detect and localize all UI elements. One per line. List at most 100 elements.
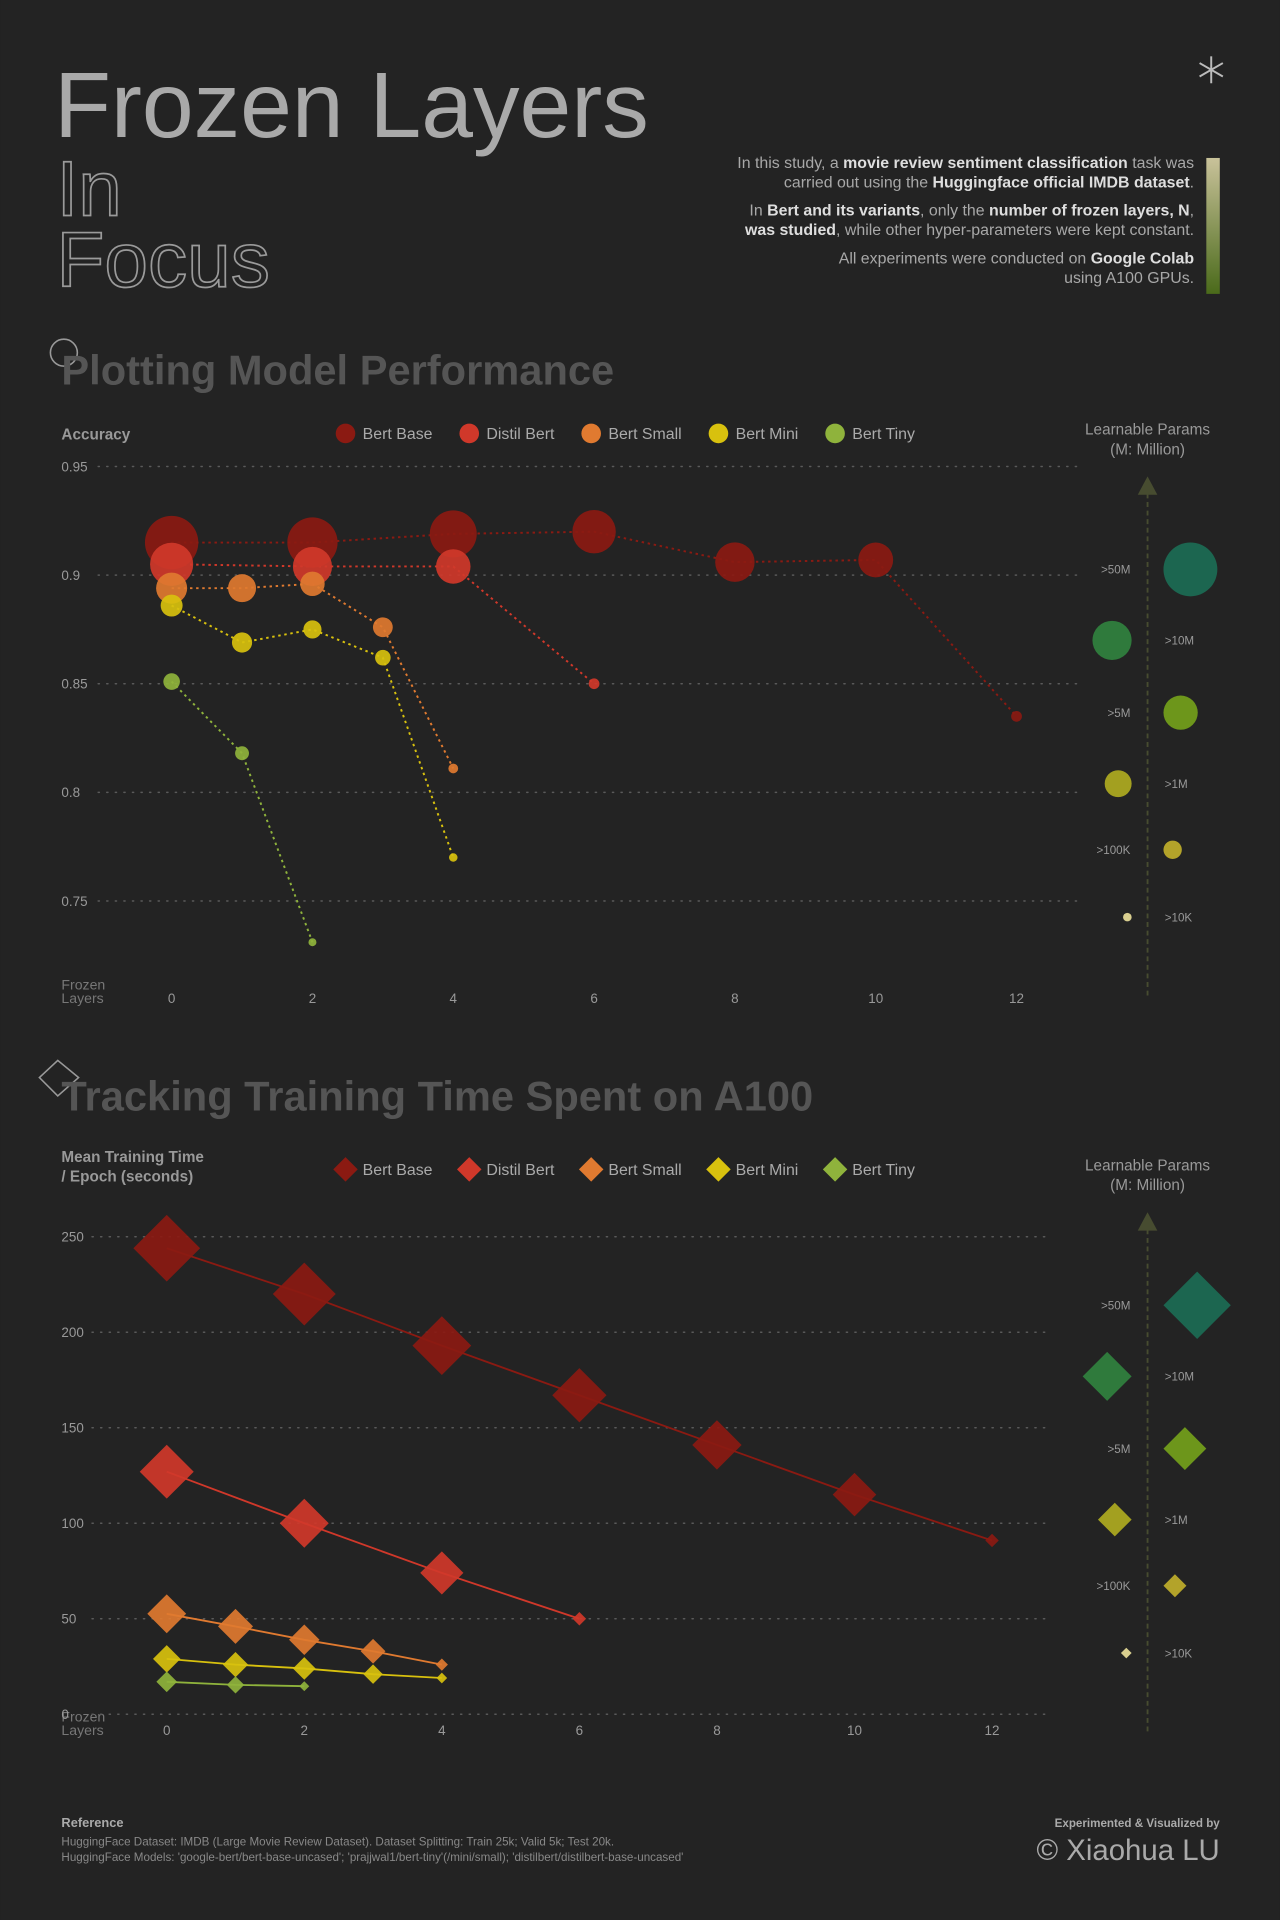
data-point — [139, 1444, 194, 1499]
section-icon — [49, 338, 79, 367]
size-legend-label: >5M — [1107, 1443, 1130, 1456]
description-run: Bert and its variants — [767, 203, 920, 220]
data-point — [272, 1262, 336, 1326]
size-legend-label: >1M — [1165, 778, 1188, 791]
size-legend-label: >10M — [1165, 635, 1194, 648]
data-point — [412, 1316, 472, 1376]
snowflake-icon — [1199, 56, 1224, 84]
y-tick-label: 0.95 — [61, 459, 87, 474]
description-run: , only the — [920, 203, 989, 220]
size-legend-marker — [1163, 1271, 1231, 1339]
data-point — [448, 763, 459, 774]
x-tick-label: 4 — [438, 1723, 446, 1738]
data-point — [163, 673, 180, 690]
data-point — [429, 510, 477, 558]
credit-title: Experimented & Visualized by — [1055, 1817, 1221, 1830]
main-title: Frozen Layers — [54, 53, 649, 157]
data-point — [1011, 710, 1022, 722]
data-point — [303, 620, 322, 639]
size-legend-arrow — [1137, 1212, 1158, 1231]
description-run: number of frozen layers, N — [989, 203, 1190, 220]
y-tick-label: 250 — [61, 1230, 83, 1245]
data-point — [985, 1533, 999, 1548]
section-title: Plotting Model Performance — [61, 346, 614, 393]
data-point — [228, 574, 257, 603]
x-tick-label: 4 — [450, 991, 458, 1006]
data-point — [436, 549, 471, 584]
data-point — [153, 1645, 181, 1673]
size-legend-marker — [1163, 542, 1218, 597]
data-point — [235, 746, 249, 761]
size-legend-title: (M: Million) — [1110, 441, 1185, 458]
legend-marker — [581, 423, 601, 444]
data-point — [375, 649, 391, 666]
data-point — [292, 1657, 316, 1680]
size-legend-marker — [1163, 840, 1182, 859]
size-legend-label: >5M — [1107, 707, 1130, 720]
legend-label: Distil Bert — [486, 1162, 555, 1179]
y-tick-label: 150 — [61, 1421, 83, 1436]
x-tick-label: 6 — [590, 991, 597, 1006]
size-legend-label: >50M — [1101, 1300, 1130, 1313]
size-legend-marker — [1123, 912, 1132, 922]
size-legend-title: (M: Million) — [1110, 1177, 1185, 1194]
data-point — [572, 1612, 587, 1626]
data-point — [858, 542, 894, 578]
legend-marker — [459, 423, 480, 444]
legend-label: Bert Base — [363, 426, 433, 443]
data-point — [292, 546, 333, 587]
y-tick-label: 0.85 — [61, 677, 87, 692]
description-run: , — [1190, 203, 1194, 220]
description-run: was studied — [744, 222, 836, 239]
x-tick-label: 0 — [168, 991, 175, 1006]
size-legend-marker — [1163, 1574, 1187, 1598]
x-tick-label: 10 — [847, 1723, 862, 1738]
description-line: In this study, a movie review sentiment … — [737, 155, 1194, 172]
x-tick-label: 8 — [731, 991, 738, 1006]
x-axis-label: Layers — [61, 1722, 103, 1738]
data-point — [279, 1498, 329, 1548]
reference-line: HuggingFace Dataset: IMDB (Large Movie R… — [61, 1835, 614, 1848]
data-point — [222, 1651, 249, 1678]
y-tick-label: 50 — [61, 1612, 76, 1627]
credit: © Xiaohua LU — [1036, 1834, 1219, 1867]
y-tick-label: 0.9 — [61, 568, 80, 583]
reference-title: Reference — [61, 1815, 123, 1830]
data-point — [449, 853, 458, 862]
data-point — [372, 617, 393, 638]
legend-label: Bert Mini — [736, 426, 799, 443]
x-tick-label: 12 — [1009, 991, 1024, 1006]
size-legend-label: >100K — [1096, 844, 1130, 857]
reference-line: HuggingFace Models: 'google-bert/bert-ba… — [61, 1851, 683, 1864]
x-tick-label: 6 — [576, 1723, 583, 1738]
description-run: Huggingface official IMDB dataset — [932, 174, 1190, 191]
legend-label: Bert Mini — [736, 1162, 799, 1179]
y-axis-label: Accuracy — [61, 427, 130, 444]
description-run: movie review sentiment classification — [843, 155, 1128, 172]
description-line: All experiments were conducted on Google… — [839, 250, 1195, 267]
legend-label: Bert Small — [608, 1162, 681, 1179]
size-legend-marker — [1163, 695, 1198, 730]
data-point — [226, 1676, 245, 1694]
size-legend-marker — [1092, 620, 1132, 660]
legend-marker — [335, 423, 356, 444]
y-tick-label: 200 — [61, 1325, 83, 1340]
description-line: was studied, while other hyper-parameter… — [744, 222, 1194, 239]
data-point — [160, 594, 183, 617]
size-legend-label: >10K — [1165, 911, 1193, 924]
description-run: Google Colab — [1091, 250, 1195, 267]
data-point — [715, 542, 755, 582]
data-point — [300, 571, 325, 597]
size-legend-title: Learnable Params — [1085, 422, 1210, 439]
size-legend-label: >50M — [1101, 564, 1130, 577]
description-run: task was — [1128, 155, 1194, 172]
description-line: In Bert and its variants, only the numbe… — [749, 203, 1194, 220]
size-legend-label: >10K — [1165, 1647, 1193, 1660]
y-tick-label: 100 — [61, 1516, 83, 1531]
accent-bar — [1206, 157, 1220, 294]
data-point — [156, 1671, 178, 1693]
y-tick-label: 0.75 — [61, 894, 87, 909]
